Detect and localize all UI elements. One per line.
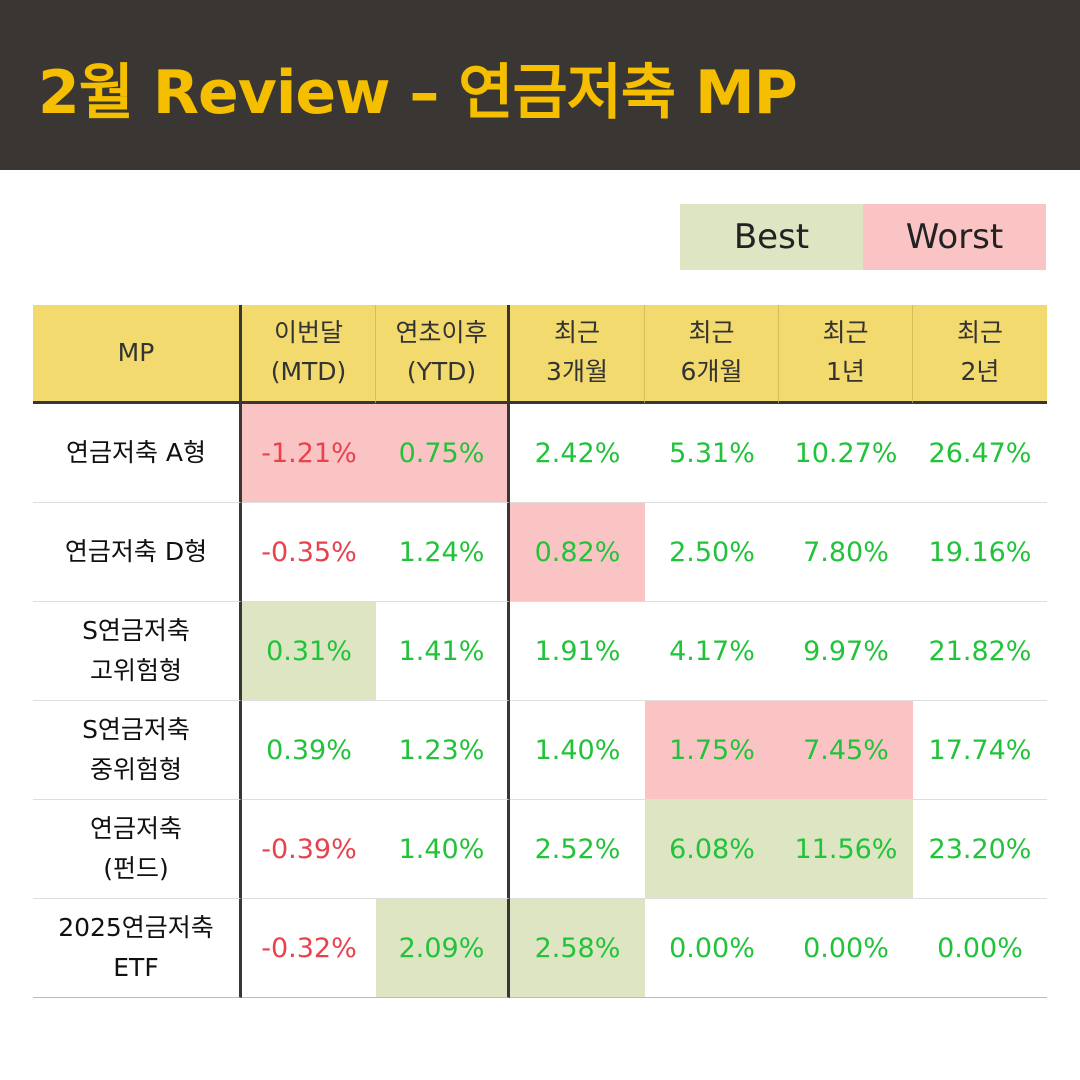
return-value-cell: 1.40% [376,800,510,899]
return-value-cell: 0.82% [510,503,645,602]
return-value-cell: 7.45% [779,701,913,800]
return-value-cell: 0.00% [645,899,779,998]
header-label-line1: 최근 [688,318,735,348]
legend-best: Best [680,204,863,270]
header-label: 최근 3개월 [546,314,608,392]
return-value-cell: 1.91% [510,602,645,701]
header-label: 연초이후 (YTD) [395,314,487,392]
return-value-cell: 7.80% [779,503,913,602]
return-value-cell: 9.97% [779,602,913,701]
mp-name-line2: 고위험형 [89,656,182,685]
legend-worst: Worst [863,204,1046,270]
return-value-cell: 1.41% [376,602,510,701]
header-label: 이번달 (MTD) [271,314,347,392]
mp-name-line1: 연금저축 D형 [64,537,208,566]
mp-name-line2: (펀드) [103,854,169,883]
header-label-line1: 최근 [956,318,1003,348]
mp-name-line2: 중위험형 [89,755,182,784]
return-value-cell: 2.58% [510,899,645,998]
header-cell: 최근 1년 [779,305,913,404]
header-cell: 연초이후 (YTD) [376,305,510,404]
return-value-cell: 2.09% [376,899,510,998]
mp-name-cell: 연금저축 D형 [33,503,242,602]
return-value-cell: 10.27% [779,404,913,503]
mp-name: 연금저축 D형 [65,532,207,572]
page-title: 2월 Review – 연금저축 MP [38,58,798,128]
return-value-cell: -1.21% [242,404,376,503]
return-value-cell: 6.08% [645,800,779,899]
return-value-cell: 2.52% [510,800,645,899]
mp-name: 연금저축 (펀드) [90,809,182,889]
return-value-cell: 0.00% [913,899,1047,998]
mp-name-line1: 연금저축 [89,814,182,843]
return-value-cell: -0.32% [242,899,376,998]
mp-name-line2: ETF [113,953,159,982]
header-cell: 최근 3개월 [510,305,645,404]
header-label-line2: 6개월 [680,357,743,386]
header-label-line1: 최근 [553,318,600,348]
header-label-line2: 1년 [826,357,865,386]
header-label-line2: (YTD) [406,357,477,386]
return-value-cell: 0.31% [242,602,376,701]
header-cell: 최근 6개월 [645,305,779,404]
mp-name-line1: S연금저축 [82,616,190,645]
mp-name: 연금저축 A형 [66,433,206,473]
return-value-cell: 1.75% [645,701,779,800]
header-label-line2: 2년 [960,357,1000,386]
header-label: 최근 1년 [822,314,868,392]
mp-name-cell: 연금저축 (펀드) [33,800,242,899]
return-value-cell: 1.40% [510,701,645,800]
mp-name-cell: 2025연금저축 ETF [33,899,242,998]
return-value-cell: 1.23% [376,701,510,800]
header-cell: 이번달 (MTD) [242,305,376,404]
header-label: 최근 2년 [957,314,1003,392]
header-label-line2: 3개월 [546,357,608,386]
header-label-line1: MP [117,337,155,367]
return-value-cell: 17.74% [913,701,1047,800]
mp-name: 2025연금저축 ETF [58,908,214,988]
return-value-cell: 11.56% [779,800,913,899]
mp-name-line1: 연금저축 A형 [65,438,207,467]
return-value-cell: 5.31% [645,404,779,503]
return-value-cell: 0.39% [242,701,376,800]
return-value-cell: 23.20% [913,800,1047,899]
header-label: 최근 6개월 [681,314,743,392]
return-value-cell: 2.42% [510,404,645,503]
header-cell: MP [33,305,242,404]
mp-name-line1: S연금저축 [82,715,190,744]
header-banner: 2월 Review – 연금저축 MP [0,0,1080,170]
return-value-cell: 19.16% [913,503,1047,602]
return-value-cell: 0.00% [779,899,913,998]
return-value-cell: -0.39% [242,800,376,899]
return-value-cell: -0.35% [242,503,376,602]
return-value-cell: 4.17% [645,602,779,701]
header-label-line1: 최근 [822,318,869,348]
return-value-cell: 0.75% [376,404,510,503]
mp-name-cell: 연금저축 A형 [33,404,242,503]
header-label: MP [118,334,155,373]
header-label-line1: 연초이후 [395,318,488,348]
header-label-line1: 이번달 [273,318,343,348]
mp-name-line1: 2025연금저축 [58,913,214,942]
legend: Best Worst [680,204,1046,270]
return-value-cell: 26.47% [913,404,1047,503]
header-cell: 최근 2년 [913,305,1047,404]
header-label-line2: (MTD) [270,357,347,386]
return-value-cell: 1.24% [376,503,510,602]
return-value-cell: 21.82% [913,602,1047,701]
return-value-cell: 2.50% [645,503,779,602]
